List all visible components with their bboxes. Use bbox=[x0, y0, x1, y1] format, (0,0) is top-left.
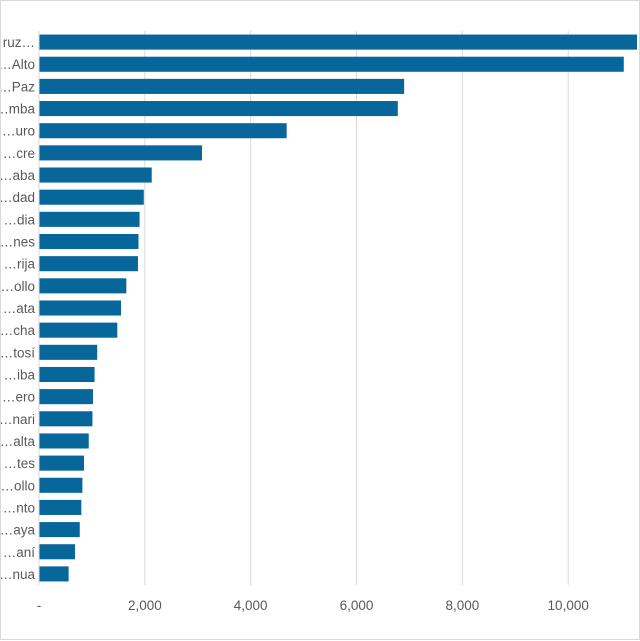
category-label: …Alto bbox=[1, 57, 35, 72]
category-label: …mba bbox=[1, 102, 35, 117]
bars bbox=[39, 34, 637, 582]
bar bbox=[39, 256, 138, 272]
bar bbox=[39, 411, 93, 427]
bar bbox=[39, 300, 122, 316]
bar bbox=[39, 145, 202, 161]
category-label: …ruz… bbox=[1, 35, 35, 50]
category-label: …nari bbox=[1, 412, 35, 427]
category-label: …alta bbox=[1, 434, 35, 449]
x-tick-label: - bbox=[37, 598, 42, 613]
bar bbox=[39, 278, 127, 294]
x-tick-label: 8,000 bbox=[445, 598, 479, 613]
category-label: …nes bbox=[1, 235, 35, 250]
category-label: …tes bbox=[3, 456, 35, 471]
bar bbox=[39, 322, 118, 338]
bar bbox=[39, 344, 98, 360]
category-label: …aya bbox=[1, 523, 35, 538]
category-label: …cha bbox=[1, 323, 35, 338]
bar bbox=[39, 233, 139, 250]
category-label: …ollo bbox=[1, 279, 35, 294]
category-label: …aba bbox=[1, 168, 35, 183]
category-label: …tosí bbox=[1, 345, 35, 360]
category-label: …nua bbox=[1, 567, 35, 582]
category-label: …nto bbox=[3, 500, 35, 515]
x-tick-labels: - 2,000 4,000 6,000 8,000 10,000 bbox=[37, 598, 589, 613]
category-label: …rija bbox=[3, 257, 35, 272]
category-labels: …ruz… …Alto …Paz …mba …uro …cre …aba …dad …dia …n… bbox=[1, 35, 35, 582]
bar bbox=[39, 566, 69, 582]
category-label: …ero bbox=[2, 390, 35, 405]
bar bbox=[39, 455, 84, 471]
x-tick-label: 4,000 bbox=[234, 598, 268, 613]
bar bbox=[39, 167, 152, 183]
category-label: …iba bbox=[3, 367, 35, 382]
bar bbox=[39, 522, 80, 538]
bar bbox=[39, 477, 83, 493]
x-tick-label: 2,000 bbox=[128, 598, 162, 613]
bar bbox=[39, 366, 95, 383]
category-label: …Paz bbox=[1, 79, 35, 94]
category-label: …ata bbox=[3, 301, 36, 316]
category-label: …aní bbox=[3, 545, 36, 560]
bar bbox=[39, 123, 287, 139]
bar bbox=[39, 101, 398, 117]
bar bbox=[39, 78, 405, 94]
category-label: …cre bbox=[3, 146, 35, 161]
bar bbox=[39, 34, 637, 50]
bar bbox=[39, 211, 140, 227]
category-label: …dia bbox=[3, 212, 35, 227]
bar bbox=[39, 499, 82, 515]
category-label: …uro bbox=[2, 124, 35, 139]
bar bbox=[39, 389, 93, 405]
category-label: …ollo bbox=[1, 478, 35, 493]
bar bbox=[39, 56, 624, 72]
x-tick-label: 6,000 bbox=[340, 598, 374, 613]
x-tick-label: 10,000 bbox=[548, 598, 589, 613]
bar bbox=[39, 189, 144, 205]
bar bbox=[39, 433, 89, 449]
bar bbox=[39, 544, 75, 560]
category-label: …dad bbox=[1, 190, 35, 205]
